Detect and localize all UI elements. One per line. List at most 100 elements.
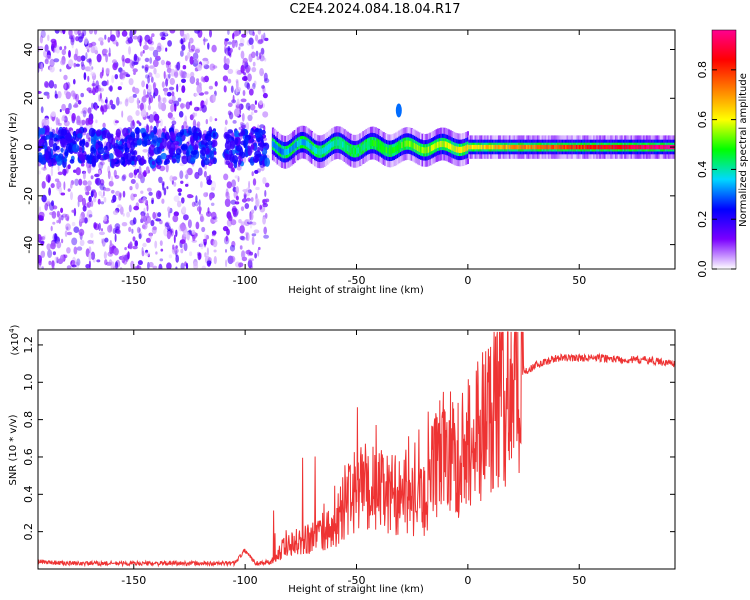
heatmap-cell <box>251 44 254 50</box>
heatmap-cell <box>401 141 404 148</box>
heatmap-cell <box>142 242 147 248</box>
heatmap-cell <box>188 48 195 53</box>
heatmap-cell <box>202 77 206 83</box>
heatmap-cell <box>61 49 66 56</box>
heatmap-cell <box>552 144 555 150</box>
heatmap-cell <box>96 154 101 160</box>
heatmap-cell <box>44 44 49 52</box>
heatmap-cell <box>251 171 254 177</box>
heatmap-cell <box>310 144 313 151</box>
snr-x-tick-label: 0 <box>464 574 471 587</box>
heatmap-cell <box>54 90 57 97</box>
heatmap-cell <box>155 251 158 255</box>
heatmap-cell <box>88 43 93 48</box>
heatmap-cell <box>181 143 188 152</box>
heatmap-cell <box>63 82 69 91</box>
heatmap-cell <box>148 40 155 46</box>
heatmap-cell <box>97 198 101 205</box>
heatmap-cell <box>376 141 379 148</box>
heatmap-cell <box>253 80 257 86</box>
heatmap-cell <box>348 146 351 153</box>
heatmap-cell <box>210 202 215 206</box>
heatmap-cell <box>630 144 633 150</box>
heatmap-cell <box>114 233 117 243</box>
heatmap-cell <box>351 147 354 154</box>
heatmap-cell <box>114 74 119 80</box>
heatmap-cell <box>426 147 429 154</box>
heatmap-cell <box>239 245 243 250</box>
heatmap-cell <box>309 143 312 150</box>
heatmap-cell <box>142 149 149 153</box>
heatmap-cell <box>153 92 156 99</box>
heatmap-cell <box>53 83 57 89</box>
heatmap-cell <box>306 140 309 147</box>
heatmap-cell <box>151 33 155 38</box>
heatmap-cell <box>533 144 536 150</box>
heatmap-cell <box>122 190 126 198</box>
heatmap-cell <box>57 171 63 176</box>
heatmap-cell <box>491 144 494 150</box>
heatmap-cell <box>91 102 94 110</box>
heatmap-cell <box>287 148 290 155</box>
heatmap-cell <box>194 112 198 117</box>
heatmap-cell <box>192 59 199 67</box>
heatmap-cell <box>182 121 188 130</box>
heatmap-cell <box>133 193 138 198</box>
heatmap-cell <box>230 85 234 93</box>
heatmap-cell <box>255 34 259 42</box>
heatmap-cell <box>151 197 155 203</box>
heatmap-cell <box>135 182 139 190</box>
heatmap-cell <box>474 144 477 150</box>
heatmap-cell <box>147 261 150 269</box>
heatmap-cell <box>73 78 76 85</box>
heatmap-cell <box>77 100 82 105</box>
heatmap-cell <box>223 173 229 181</box>
heatmap-cell <box>157 94 161 103</box>
heatmap-cell <box>87 185 92 191</box>
heatmap-cell <box>151 226 157 235</box>
heatmap-cell <box>471 144 474 150</box>
heatmap-cell <box>98 94 101 102</box>
heatmap-cell <box>73 226 80 233</box>
heatmap-cell <box>145 249 149 254</box>
heatmap-cell <box>188 126 192 135</box>
heatmap-cell <box>547 144 550 150</box>
heatmap-cell <box>301 139 304 146</box>
heatmap-cell <box>586 144 589 150</box>
heatmap-cell <box>296 140 299 147</box>
heatmap-cell <box>356 148 359 155</box>
heatmap-cell <box>224 140 232 151</box>
heatmap-cell <box>345 143 348 150</box>
heatmap-cell <box>174 69 179 77</box>
heatmap-cell <box>211 233 216 237</box>
heatmap-cell <box>477 144 480 150</box>
heatmap-cell <box>293 143 296 150</box>
heatmap-cell <box>44 151 49 162</box>
heatmap-cell <box>46 93 50 100</box>
snr-multiplier: (x104) <box>8 324 21 355</box>
heatmap-cell <box>516 144 519 150</box>
heatmap-cell <box>224 39 228 46</box>
colorbar-tick-label: 0.2 <box>696 210 709 228</box>
heatmap-cell <box>234 30 240 37</box>
heatmap-cell <box>107 36 111 43</box>
heatmap-cell <box>136 226 141 234</box>
heatmap-cell <box>165 47 168 52</box>
heatmap-cell <box>50 225 53 232</box>
heatmap-cell <box>51 260 55 268</box>
heatmap-cell <box>248 258 255 262</box>
snr-y-tick-label: 1.0 <box>22 374 35 392</box>
heatmap-cell <box>619 144 622 150</box>
heatmap-cell <box>73 246 78 255</box>
heatmap-cell <box>579 144 582 150</box>
heatmap-cell <box>262 199 266 204</box>
heatmap-cell <box>159 219 163 225</box>
heatmap-cell <box>166 141 172 149</box>
heatmap-cell <box>180 222 186 232</box>
heatmap-cell <box>262 92 268 99</box>
heatmap-cell <box>189 37 194 44</box>
heatmap-cell <box>70 191 73 201</box>
heatmap-cell <box>180 40 184 45</box>
heatmap-cell <box>111 199 115 204</box>
heatmap-cell <box>279 147 282 154</box>
